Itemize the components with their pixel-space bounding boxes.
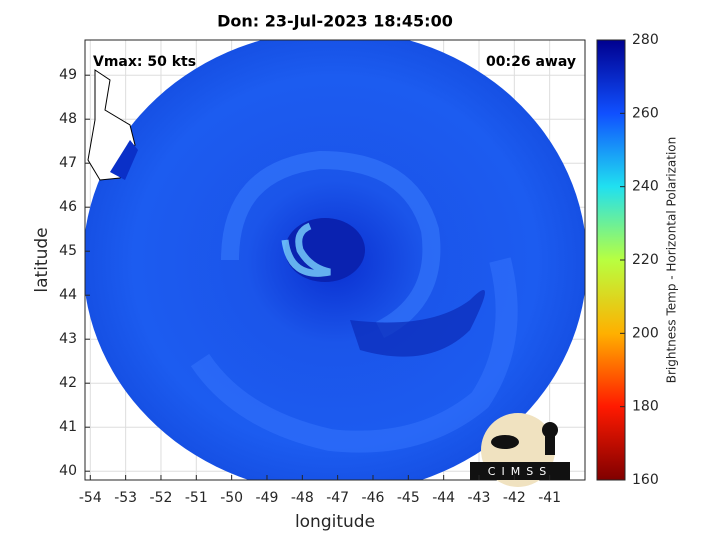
logo: CIMSS [470, 413, 570, 487]
y-tick-label: 46 [59, 199, 77, 215]
logo-tower [545, 425, 555, 455]
eye-region [285, 218, 365, 282]
y-tick-label: 48 [59, 111, 77, 127]
colorbar-tick-label: 180 [632, 399, 659, 415]
y-tick-label: 42 [59, 375, 77, 391]
eyewall [281, 222, 331, 277]
y-tick-label: 45 [59, 243, 77, 259]
logo-bar [470, 462, 570, 480]
x-axis-label: longitude [295, 512, 375, 532]
x-tick-label: -54 [79, 490, 102, 506]
y-axis-label: latitude [32, 227, 52, 292]
rain-band [190, 257, 518, 453]
x-tick-label: -49 [256, 490, 279, 506]
x-tick-label: -43 [468, 490, 491, 506]
colorbar-tick-label: 280 [632, 32, 659, 48]
logo-tank [542, 422, 558, 438]
y-tick-label: 44 [59, 287, 77, 303]
x-tick-label: -52 [150, 490, 173, 506]
x-tick-label: -44 [432, 490, 455, 506]
colorbar-tick-label: 160 [632, 472, 659, 488]
y-tick-label: 43 [59, 331, 77, 347]
vmax-label: Vmax: 50 kts [93, 54, 196, 70]
time-offset: 00:26 away [486, 54, 576, 70]
colorbar-label: Brightness Temp - Horizontal Polarizatio… [665, 137, 679, 384]
x-tick-label: -41 [538, 490, 561, 506]
x-tick-label: -53 [114, 490, 137, 506]
x-tick-label: -42 [503, 490, 526, 506]
x-tick-label: -48 [291, 490, 314, 506]
y-tick-label: 40 [59, 463, 77, 479]
logo-text: CIMSS [488, 465, 552, 478]
x-tick-label: -50 [220, 490, 243, 506]
x-tick-label: -45 [397, 490, 420, 506]
y-tick-label: 47 [59, 155, 77, 171]
land-region [110, 140, 138, 180]
colorbar-tick-label: 200 [632, 325, 659, 341]
x-tick-label: -46 [362, 490, 385, 506]
plot-frame [84, 39, 586, 481]
x-tick-label: -47 [326, 490, 349, 506]
colorbar-tick-label: 240 [632, 179, 659, 195]
imagery [85, 40, 585, 480]
logo-dish [491, 435, 519, 449]
rain-band [221, 150, 441, 339]
y-tick-label: 49 [59, 67, 77, 83]
colorbar-tick-label: 220 [632, 252, 659, 268]
x-tick-label: -51 [185, 490, 208, 506]
title: Don: 23-Jul-2023 18:45:00 [217, 12, 453, 31]
y-tick-label: 41 [59, 419, 77, 435]
cold-cloud [350, 290, 485, 357]
colorbar-tick-label: 260 [632, 105, 659, 121]
